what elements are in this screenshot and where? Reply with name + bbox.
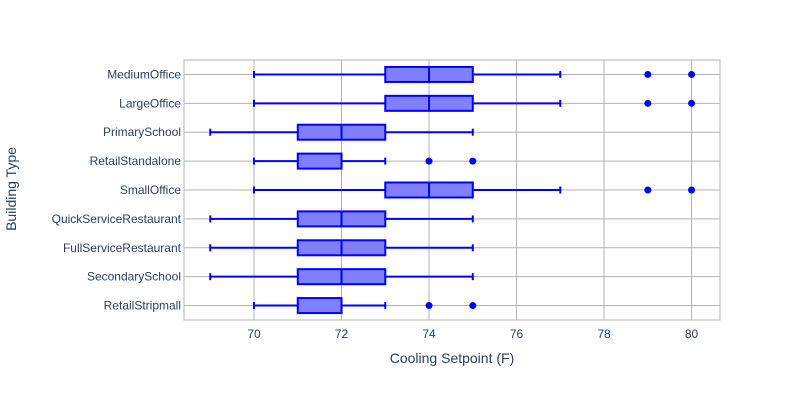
x-tick-label: 72 [335, 327, 349, 341]
tick-label-layer: 70 72 74 76 78 80 MediumOffice LargeOffice Prima… [52, 67, 699, 341]
y-tick-label: RetailStripmall [104, 299, 181, 313]
y-tick-label: SmallOffice [120, 183, 181, 197]
box-QuickServiceRestaurant [209, 210, 474, 228]
box-layer [209, 65, 696, 315]
y-tick-label: RetailStandalone [90, 154, 182, 168]
plot-frame [183, 59, 721, 321]
outlier-point [688, 99, 696, 107]
x-axis-title: Cooling Setpoint (F) [390, 350, 515, 366]
box-LargeOffice [253, 94, 696, 112]
box-SmallOffice [253, 181, 696, 199]
box-RetailStripmall [253, 297, 477, 315]
iqr-box [296, 297, 343, 315]
y-tick-label: PrimarySchool [103, 125, 181, 139]
box-RetailStandalone [253, 152, 477, 170]
outlier-point [469, 302, 477, 310]
x-tick-label: 70 [247, 327, 261, 341]
outlier-point [688, 186, 696, 194]
x-tick-label: 78 [597, 327, 611, 341]
outlier-point [644, 70, 652, 78]
y-tick-label: FullServiceRestaurant [63, 241, 182, 255]
y-tick-label: LargeOffice [119, 96, 181, 110]
outlier-point [469, 157, 477, 165]
y-tick-label: QuickServiceRestaurant [52, 212, 182, 226]
y-tick-label: MediumOffice [107, 67, 181, 81]
x-tick-label: 76 [510, 327, 524, 341]
box-FullServiceRestaurant [209, 239, 474, 257]
outlier-point [425, 157, 433, 165]
outlier-point [644, 186, 652, 194]
y-tick-label: SecondarySchool [87, 270, 181, 284]
y-axis-title: Building Type [3, 147, 19, 231]
iqr-box [296, 152, 343, 170]
outlier-point [688, 70, 696, 78]
x-tick-label: 74 [422, 327, 436, 341]
outlier-point [644, 99, 652, 107]
box-PrimarySchool [209, 123, 474, 141]
outlier-point [425, 302, 433, 310]
box-MediumOffice [253, 65, 696, 83]
box-SecondarySchool [209, 268, 474, 286]
x-tick-label: 80 [685, 327, 699, 341]
